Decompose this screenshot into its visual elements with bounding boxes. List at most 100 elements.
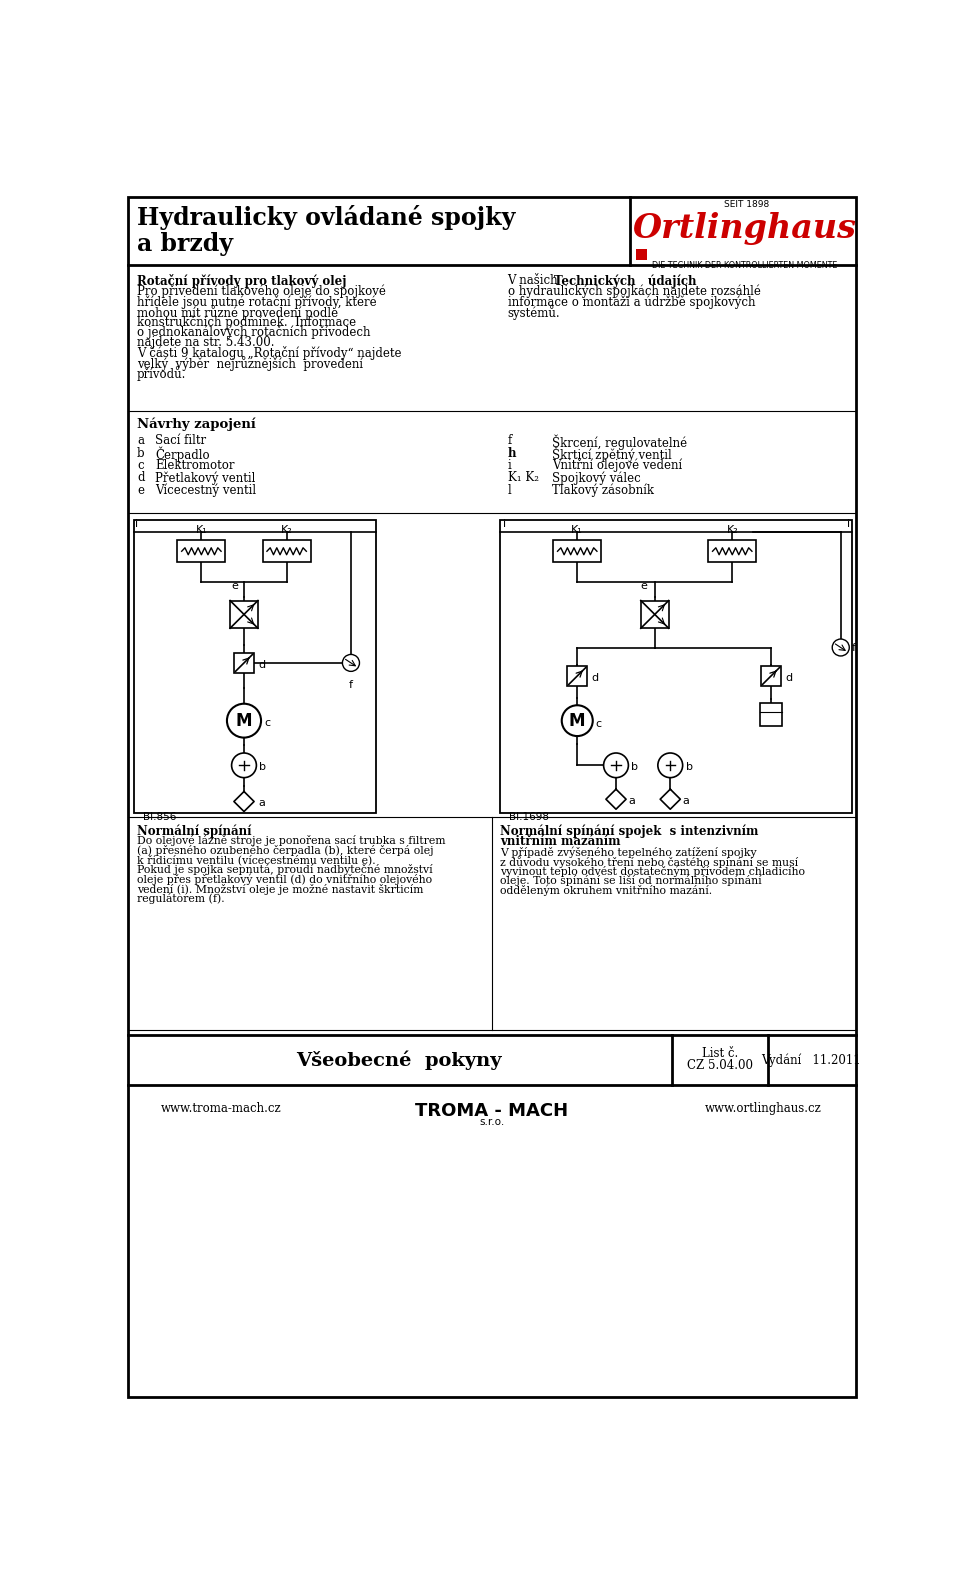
- Text: Pro přivedení tlakového oleje do spojkové: Pro přivedení tlakového oleje do spojkov…: [137, 286, 386, 298]
- Text: oleje. Toto spínání se liší od normálního spínání: oleje. Toto spínání se liší od normálníh…: [500, 876, 761, 885]
- Text: a: a: [137, 434, 144, 447]
- Text: hřídele jsou nutné rotační přívody, které: hřídele jsou nutné rotační přívody, kter…: [137, 295, 376, 309]
- Bar: [636, 249, 647, 260]
- Text: Škrticí zpětný ventil: Škrticí zpětný ventil: [552, 447, 672, 462]
- Text: Sací filtr: Sací filtr: [155, 434, 206, 447]
- Text: h: h: [508, 447, 516, 459]
- Text: TROMA - MACH: TROMA - MACH: [416, 1101, 568, 1120]
- Circle shape: [562, 705, 592, 735]
- Circle shape: [227, 704, 261, 737]
- Bar: [708, 541, 756, 562]
- Text: a brzdy: a brzdy: [137, 232, 233, 257]
- Text: c: c: [137, 459, 144, 472]
- Text: Spojkový válec: Spojkový válec: [552, 472, 641, 484]
- Text: K₁: K₁: [571, 525, 583, 535]
- Text: List č.: List č.: [702, 1048, 738, 1060]
- Bar: [230, 601, 258, 628]
- Text: f: f: [508, 434, 512, 447]
- Circle shape: [832, 639, 850, 656]
- Text: Návrhy zapojení: Návrhy zapojení: [137, 417, 256, 431]
- Text: M: M: [236, 712, 252, 729]
- Text: b: b: [685, 762, 693, 772]
- Text: i: i: [508, 459, 512, 472]
- Text: K₂: K₂: [280, 525, 293, 535]
- Text: Do olejové lázně stroje je ponořena sací trubka s filtrem: Do olejové lázně stroje je ponořena sací…: [137, 835, 445, 846]
- Text: i: i: [847, 519, 850, 529]
- Text: velký  výběr  nejrůznějších  provedení: velký výběr nejrůznějších provedení: [137, 357, 363, 371]
- Text: DIE TECHNIK DER KONTROLLIERTEN MOMENTE: DIE TECHNIK DER KONTROLLIERTEN MOMENTE: [652, 260, 837, 270]
- Text: (a) přesného ozubeného čerpadla (b), které čerpá olej: (a) přesného ozubeného čerpadla (b), kte…: [137, 844, 434, 855]
- Text: Vícecestný ventil: Vícecestný ventil: [155, 483, 256, 497]
- Text: Hydraulicky ovládané spojky: Hydraulicky ovládané spojky: [137, 205, 516, 230]
- Text: oleje přes přetlakový ventil (d) do vnitřního olejového: oleje přes přetlakový ventil (d) do vnit…: [137, 874, 432, 885]
- Text: CZ 5.04.00: CZ 5.04.00: [686, 1059, 753, 1071]
- Text: Vnitřní olejové vedení: Vnitřní olejové vedení: [552, 459, 683, 472]
- Text: systémů.: systémů.: [508, 305, 560, 320]
- Bar: [567, 666, 588, 686]
- Text: Bl.1698: Bl.1698: [509, 811, 549, 822]
- Bar: [553, 541, 601, 562]
- Text: a: a: [258, 798, 265, 808]
- Text: K₁: K₁: [196, 525, 207, 535]
- Text: a: a: [629, 797, 636, 806]
- Text: i: i: [503, 519, 506, 529]
- Text: mohou mít různé provedení podle: mohou mít různé provedení podle: [137, 305, 338, 320]
- Bar: [760, 702, 781, 726]
- Text: b: b: [259, 762, 267, 772]
- Text: najdete na str. 5.43.00.: najdete na str. 5.43.00.: [137, 336, 275, 349]
- Circle shape: [658, 753, 683, 778]
- Text: k řídicímu ventilu (vícecestnému ventilu e).: k řídicímu ventilu (vícecestnému ventilu…: [137, 855, 375, 865]
- Text: Rotační přívody pro tlakový olej: Rotační přívody pro tlakový olej: [137, 275, 347, 289]
- Text: i: i: [135, 519, 138, 529]
- Text: V našich: V našich: [508, 275, 558, 287]
- Text: d: d: [258, 660, 265, 669]
- Text: informace o montáži a údržbě spojkových: informace o montáži a údržbě spojkových: [508, 295, 755, 309]
- Text: e: e: [231, 581, 238, 590]
- Text: vyvinout teplo odvést dostatečným přívodem chladicího: vyvinout teplo odvést dostatečným přívod…: [500, 865, 804, 877]
- Text: o hydraulických spojkách najdete rozsáhlé: o hydraulických spojkách najdete rozsáhl…: [508, 286, 760, 298]
- Text: M: M: [569, 712, 586, 729]
- Text: www.troma-mach.cz: www.troma-mach.cz: [160, 1101, 281, 1114]
- Bar: [178, 541, 226, 562]
- Text: b: b: [632, 762, 638, 772]
- Text: e: e: [137, 483, 144, 497]
- Text: o jednokanálových rotačních přívodech: o jednokanálových rotačních přívodech: [137, 325, 371, 339]
- Text: d: d: [591, 672, 598, 683]
- Text: d: d: [785, 672, 792, 683]
- Text: f: f: [852, 642, 855, 653]
- Text: odděleným okruhem vnitřního mazání.: odděleným okruhem vnitřního mazání.: [500, 885, 712, 896]
- Bar: [263, 541, 311, 562]
- Text: z důvodu vysokého tření nebo častého spínání se musí: z důvodu vysokého tření nebo častého spí…: [500, 855, 798, 868]
- Text: Škrcení, regulovatelné: Škrcení, regulovatelné: [552, 434, 687, 450]
- Text: a: a: [683, 797, 689, 806]
- Circle shape: [343, 655, 359, 671]
- Circle shape: [604, 753, 629, 778]
- Bar: [234, 653, 254, 672]
- Text: Ortlinghaus: Ortlinghaus: [633, 213, 856, 246]
- Text: Vydání   11.2011: Vydání 11.2011: [761, 1053, 861, 1067]
- Text: Tlakový zásobník: Tlakový zásobník: [552, 483, 655, 497]
- Text: Bl.856: Bl.856: [143, 811, 177, 822]
- Text: f: f: [348, 680, 353, 690]
- Circle shape: [231, 753, 256, 778]
- Text: Normální spínání: Normální spínání: [137, 825, 252, 838]
- Bar: [641, 601, 669, 628]
- Text: Pokud je spojka sepnutá, proudí nadbytečné množství: Pokud je spojka sepnutá, proudí nadbyteč…: [137, 865, 433, 876]
- Text: Technických   údajích: Technických údajích: [554, 275, 697, 287]
- Text: Přetlakový ventil: Přetlakový ventil: [155, 472, 255, 484]
- Text: konstrukčních podmínek.  Informace: konstrukčních podmínek. Informace: [137, 316, 356, 330]
- Text: přívodů.: přívodů.: [137, 366, 186, 380]
- Text: SEIT 1898: SEIT 1898: [724, 200, 769, 210]
- Bar: [500, 521, 852, 813]
- Text: Všeobecné  pokyny: Všeobecné pokyny: [297, 1049, 502, 1070]
- Text: l: l: [508, 483, 512, 497]
- Text: b: b: [137, 447, 145, 459]
- Text: vedení (i). Množství oleje je možné nastavit škrticím: vedení (i). Množství oleje je možné nast…: [137, 884, 423, 895]
- Text: s.r.o.: s.r.o.: [479, 1117, 505, 1127]
- Text: c: c: [264, 718, 271, 727]
- Text: V části 9 katalogu „Rotační přívody“ najdete: V části 9 katalogu „Rotační přívody“ naj…: [137, 346, 401, 360]
- Text: Elektromotor: Elektromotor: [155, 459, 234, 472]
- Text: V případě zvýšeného tepelného zatížení spojky: V případě zvýšeného tepelného zatížení s…: [500, 846, 756, 858]
- Bar: [134, 521, 375, 813]
- Text: K₂: K₂: [727, 525, 738, 535]
